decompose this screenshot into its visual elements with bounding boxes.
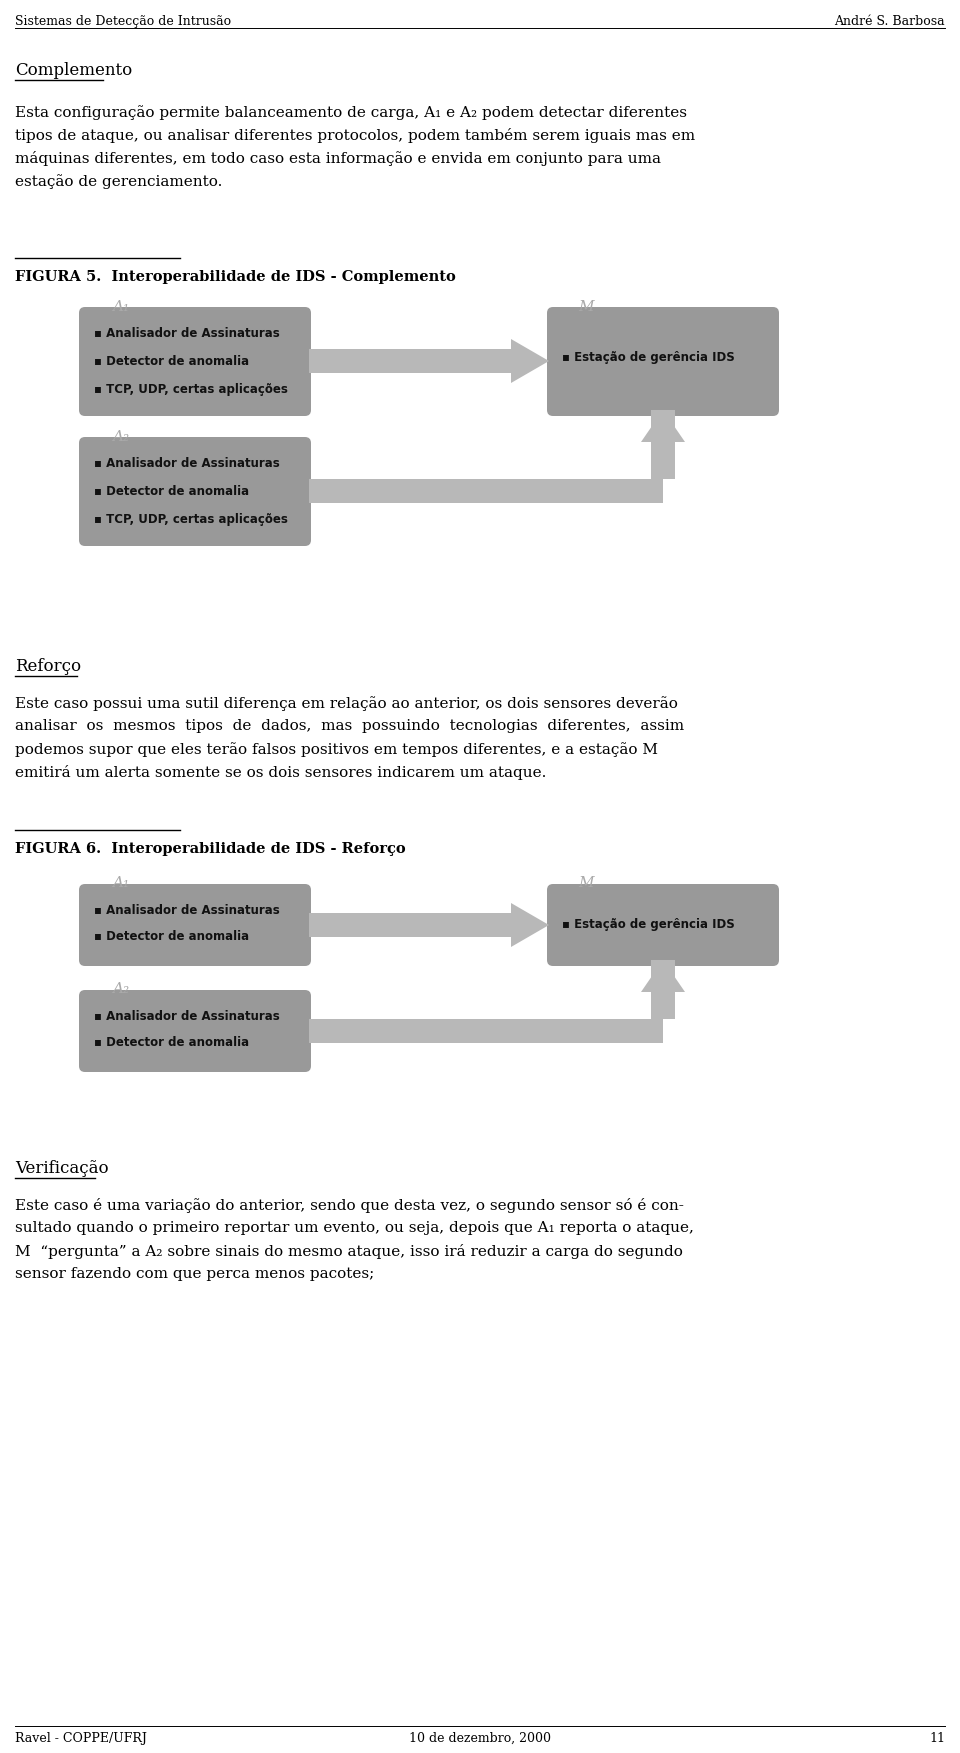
Polygon shape: [309, 338, 549, 382]
Text: emitirá um alerta somente se os dois sensores indicarem um ataque.: emitirá um alerta somente se os dois sen…: [15, 764, 546, 780]
Text: máquinas diferentes, em todo caso esta informação e envida em conjunto para uma: máquinas diferentes, em todo caso esta i…: [15, 151, 661, 167]
Text: sultado quando o primeiro reportar um evento, ou seja, depois que A₁ reporta o a: sultado quando o primeiro reportar um ev…: [15, 1222, 694, 1236]
Text: André S. Barbosa: André S. Barbosa: [834, 16, 945, 28]
Text: A₂: A₂: [112, 429, 130, 444]
Polygon shape: [309, 1018, 663, 1043]
Polygon shape: [651, 961, 675, 1018]
Polygon shape: [651, 410, 675, 479]
Text: FIGURA 5.  Interoperabilidade de IDS - Complemento: FIGURA 5. Interoperabilidade de IDS - Co…: [15, 270, 456, 284]
Text: analisar  os  mesmos  tipos  de  dados,  mas  possuindo  tecnologias  diferentes: analisar os mesmos tipos de dados, mas p…: [15, 719, 684, 733]
Text: Este caso possui uma sutil diferença em relação ao anterior, os dois sensores de: Este caso possui uma sutil diferença em …: [15, 696, 678, 712]
Text: ▪ Analisador de Assinaturas: ▪ Analisador de Assinaturas: [94, 905, 279, 917]
Text: Este caso é uma variação do anterior, sendo que desta vez, o segundo sensor só é: Este caso é uma variação do anterior, se…: [15, 1197, 684, 1213]
Text: 10 de dezembro, 2000: 10 de dezembro, 2000: [409, 1732, 551, 1744]
Text: ▪ Detector de anomalia: ▪ Detector de anomalia: [94, 1036, 250, 1048]
Text: Esta configuração permite balanceamento de carga, A₁ e A₂ podem detectar diferen: Esta configuração permite balanceamento …: [15, 105, 687, 119]
Text: M: M: [578, 876, 593, 891]
Text: ▪ Detector de anomalia: ▪ Detector de anomalia: [94, 486, 250, 498]
Text: Complemento: Complemento: [15, 61, 132, 79]
Text: ▪ Analisador de Assinaturas: ▪ Analisador de Assinaturas: [94, 458, 279, 470]
Text: ▪ Analisador de Assinaturas: ▪ Analisador de Assinaturas: [94, 328, 279, 340]
Text: ▪ Estação de gerência IDS: ▪ Estação de gerência IDS: [562, 351, 734, 365]
Text: ▪ Analisador de Assinaturas: ▪ Analisador de Assinaturas: [94, 1010, 279, 1024]
Text: M: M: [578, 300, 593, 314]
Text: FIGURA 6.  Interoperabilidade de IDS - Reforço: FIGURA 6. Interoperabilidade de IDS - Re…: [15, 841, 406, 855]
Text: ▪ Estação de gerência IDS: ▪ Estação de gerência IDS: [562, 919, 734, 931]
Text: A₁: A₁: [112, 876, 130, 891]
Text: A₂: A₂: [112, 982, 130, 996]
Text: ▪ TCP, UDP, certas aplicações: ▪ TCP, UDP, certas aplicações: [94, 514, 288, 526]
FancyBboxPatch shape: [79, 307, 311, 415]
FancyBboxPatch shape: [547, 307, 779, 415]
Text: Reforço: Reforço: [15, 657, 82, 675]
FancyBboxPatch shape: [547, 884, 779, 966]
FancyBboxPatch shape: [79, 436, 311, 545]
Text: Ravel - COPPE/UFRJ: Ravel - COPPE/UFRJ: [15, 1732, 147, 1744]
Text: A₁: A₁: [112, 300, 130, 314]
FancyBboxPatch shape: [79, 884, 311, 966]
Polygon shape: [309, 479, 663, 503]
Text: podemos supor que eles terão falsos positivos em tempos diferentes, e a estação : podemos supor que eles terão falsos posi…: [15, 742, 658, 757]
Polygon shape: [309, 903, 549, 947]
Text: sensor fazendo com que perca menos pacotes;: sensor fazendo com que perca menos pacot…: [15, 1267, 374, 1281]
Text: ▪ Detector de anomalia: ▪ Detector de anomalia: [94, 356, 250, 368]
Text: Verificação: Verificação: [15, 1160, 108, 1176]
Text: ▪ TCP, UDP, certas aplicações: ▪ TCP, UDP, certas aplicações: [94, 382, 288, 396]
Polygon shape: [641, 410, 685, 445]
Text: M  “pergunta” a A₂ sobre sinais do mesmo ataque, isso irá reduzir a carga do seg: M “pergunta” a A₂ sobre sinais do mesmo …: [15, 1245, 683, 1259]
Polygon shape: [641, 961, 685, 996]
FancyBboxPatch shape: [79, 990, 311, 1073]
Text: tipos de ataque, ou analisar diferentes protocolos, podem também serem iguais ma: tipos de ataque, ou analisar diferentes …: [15, 128, 695, 144]
Text: Sistemas de Detecção de Intrusão: Sistemas de Detecção de Intrusão: [15, 16, 231, 28]
Text: 11: 11: [929, 1732, 945, 1744]
Text: ▪ Detector de anomalia: ▪ Detector de anomalia: [94, 931, 250, 943]
Text: estação de gerenciamento.: estação de gerenciamento.: [15, 174, 223, 189]
